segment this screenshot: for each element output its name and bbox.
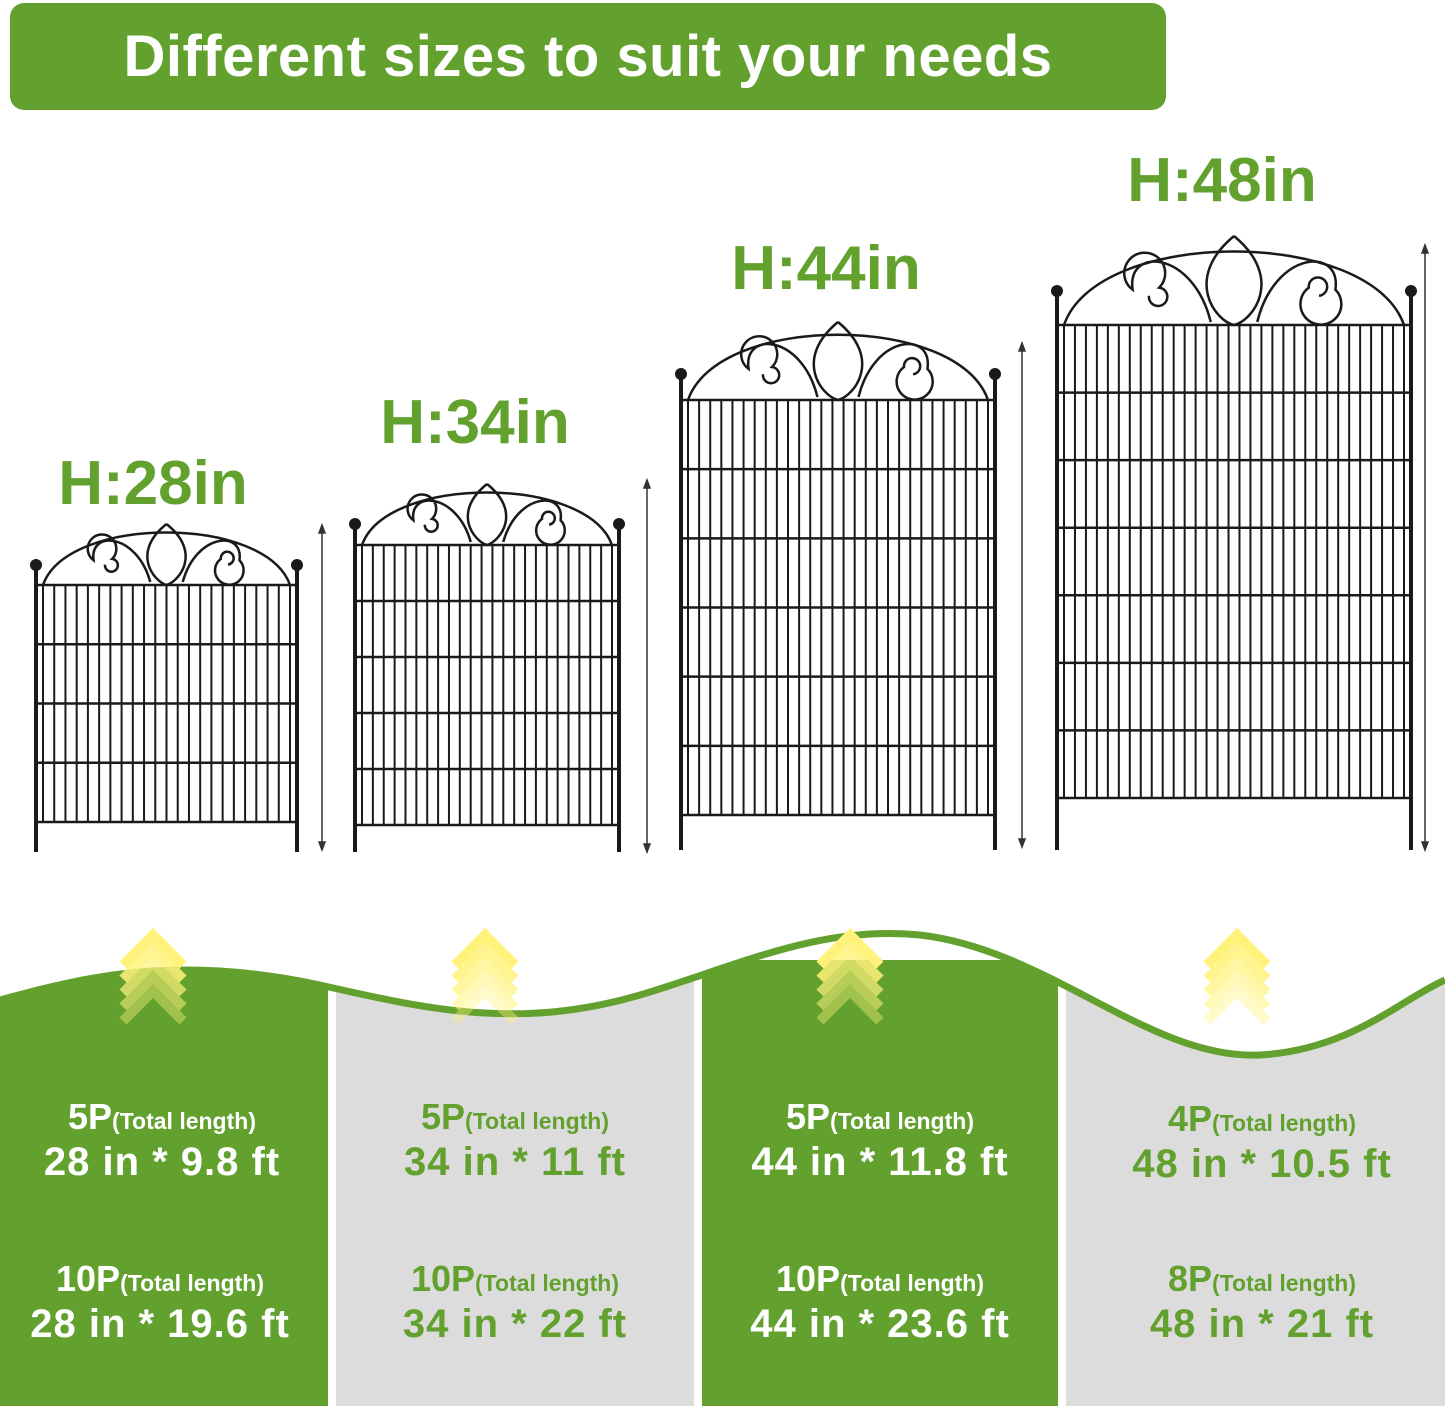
arch-scroll xyxy=(739,335,819,398)
arch-leaf xyxy=(812,321,864,402)
arrow-head-top xyxy=(1420,242,1430,254)
fence-1 xyxy=(349,483,625,852)
title-banner: Different sizes to suit your needs xyxy=(10,3,1166,110)
chevron xyxy=(119,941,187,983)
chevron xyxy=(119,955,187,997)
spec-28-b: 10P(Total length) 28 in * 19.6 ft xyxy=(30,1258,290,1346)
arch-scroll xyxy=(1123,251,1212,323)
fence-arch xyxy=(686,333,990,401)
wave-line xyxy=(0,929,1445,1059)
arch-leaf xyxy=(466,483,508,547)
fence-arch xyxy=(1062,250,1406,326)
post-finial xyxy=(989,368,1001,380)
arch-scroll xyxy=(181,539,245,586)
arch-scroll xyxy=(502,499,566,546)
chevron xyxy=(816,983,884,1025)
spec-48-b: 8P(Total length) 48 in * 21 ft xyxy=(1149,1258,1375,1346)
up-arrow-icon xyxy=(451,927,519,1025)
arch-scroll xyxy=(857,342,934,401)
arrow-head-bottom xyxy=(317,841,327,853)
arrow-head-bottom xyxy=(642,843,652,855)
chevron xyxy=(451,941,519,983)
spec-28-a: 5P(Total length) 28 in * 9.8 ft xyxy=(43,1096,281,1184)
post-finial xyxy=(613,518,625,530)
height-arrow-icon xyxy=(317,522,327,853)
height-label-48: H:48in xyxy=(1127,146,1317,215)
fence-3 xyxy=(1051,235,1417,850)
chevron xyxy=(1203,927,1271,969)
chevron xyxy=(119,983,187,1025)
up-arrow-icon xyxy=(816,927,884,1025)
post-finial xyxy=(30,559,42,571)
chevron xyxy=(816,969,884,1011)
chevron xyxy=(119,927,187,969)
wave-mask xyxy=(0,900,1445,1056)
arch-scroll xyxy=(406,493,472,543)
chevron xyxy=(1203,983,1271,1025)
arrow-head-top xyxy=(1017,340,1027,352)
arch-scroll xyxy=(1256,260,1343,326)
spec-44-b: 10P(Total length) 44 in * 23.6 ft xyxy=(750,1258,1010,1346)
height-arrow-icon xyxy=(1420,242,1430,853)
chevron xyxy=(451,983,519,1025)
spec-48-a: 4P(Total length) 48 in * 10.5 ft xyxy=(1132,1098,1392,1186)
chevron xyxy=(1203,969,1271,1011)
chevron xyxy=(816,927,884,969)
fence-0 xyxy=(30,523,303,852)
up-arrow-icon xyxy=(119,927,187,1025)
fence-2 xyxy=(675,321,1001,850)
column-28in xyxy=(0,960,328,1406)
arch-leaf xyxy=(1205,235,1263,327)
spec-34-a: 5P(Total length) 34 in * 11 ft xyxy=(404,1096,626,1184)
column-34in xyxy=(336,960,694,1406)
height-arrow-icon xyxy=(1017,340,1027,850)
height-label-28: H:28in xyxy=(58,449,248,518)
spec-34-b: 10P(Total length) 34 in * 22 ft xyxy=(402,1258,628,1346)
arrow-head-bottom xyxy=(1017,838,1027,850)
chevron xyxy=(119,969,187,1011)
arch-scroll xyxy=(86,533,152,583)
chevron xyxy=(451,927,519,969)
post-finial xyxy=(675,368,687,380)
chevron xyxy=(816,941,884,983)
arch-leaf xyxy=(146,523,187,587)
arrow-head-bottom xyxy=(1420,841,1430,853)
arrow-head-top xyxy=(317,522,327,534)
fence-arch xyxy=(41,531,292,586)
post-finial xyxy=(349,518,361,530)
height-label-34: H:34in xyxy=(380,388,570,457)
column-44in xyxy=(702,960,1058,1406)
height-arrow-icon xyxy=(642,477,652,855)
arrow-head-top xyxy=(642,477,652,489)
post-finial xyxy=(1051,285,1063,297)
spec-44-a: 5P(Total length) 44 in * 11.8 ft xyxy=(751,1096,1009,1184)
chevron xyxy=(1203,941,1271,983)
chevron xyxy=(1203,955,1271,997)
chevron xyxy=(451,969,519,1011)
post-finial xyxy=(291,559,303,571)
up-arrow-icon xyxy=(1203,927,1271,1025)
fence-arch xyxy=(360,491,614,546)
chevron xyxy=(816,955,884,997)
chevron xyxy=(451,955,519,997)
post-finial xyxy=(1405,285,1417,297)
height-label-44: H:44in xyxy=(731,234,921,303)
title: Different sizes to suit your needs xyxy=(123,24,1053,89)
